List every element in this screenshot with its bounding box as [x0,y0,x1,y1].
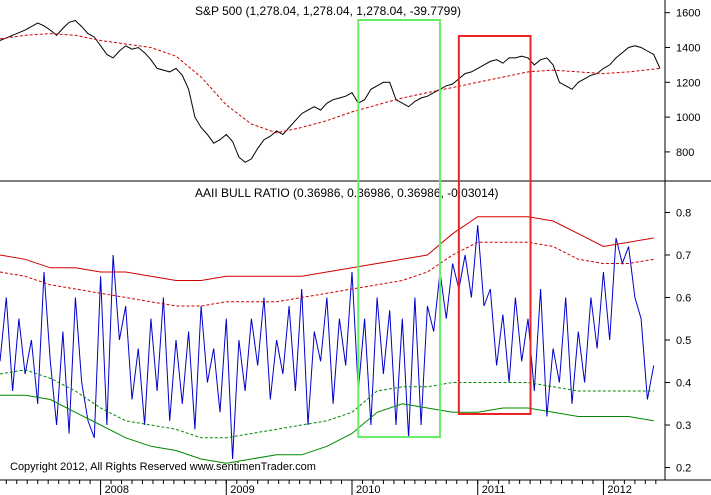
highlight-2010 [357,19,441,438]
aaii-y-tick-label: 0.2 [676,463,691,475]
aaii-y-tick-label: 0.3 [676,420,691,432]
aaii-y-tick-label: 0.4 [676,378,691,390]
sp500-series-1 [0,33,661,134]
sp500-y-tick-label: 800 [676,147,694,159]
highlight-boxes [357,19,532,438]
sp500-y-tick-label: 1200 [676,77,700,89]
x-tick-label: 2009 [230,484,254,495]
sp500-y-axis: 1600 1400 1200 1000 800 [665,8,700,159]
aaii-series-1 [0,216,654,281]
x-tick-label: 2008 [105,484,129,495]
x-tick-label: 2012 [607,484,631,495]
aaii-plot [0,216,655,464]
x-tick-label: 2010 [356,484,380,495]
aaii-y-tick-label: 0.5 [676,335,691,347]
sp500-title: S&P 500 (1,278.04, 1,278.04, 1,278.04, -… [195,4,461,18]
highlight-2011 [457,35,532,415]
sp500-y-tick-label: 1600 [676,8,700,20]
sp500-y-tick-label: 1400 [676,43,700,55]
sp500-series-0 [0,19,661,163]
aaii-series-3 [0,369,654,439]
aaii-y-tick-label: 0.8 [676,208,691,220]
aaii-y-tick-label: 0.7 [676,250,691,262]
copyright-footer: Copyright 2012, All Rights Reserved www.… [10,461,316,473]
aaii-y-axis: 0.8 0.7 0.6 0.5 0.4 0.3 0.2 [665,208,691,475]
aaii-series-0 [0,225,655,460]
x-tick-label: 2011 [482,484,506,495]
aaii-y-tick-label: 0.6 [676,293,691,305]
sp500-plot [0,19,661,163]
aaii-series-4 [0,394,654,464]
aaii-series-2 [0,241,654,307]
aaii-title: AAII BULL RATIO (0.36986, 0.36986, 0.369… [195,186,499,200]
x-axis: 2008 2009 2010 2011 2012 [5,480,657,495]
sp500-y-tick-label: 1000 [676,112,700,124]
